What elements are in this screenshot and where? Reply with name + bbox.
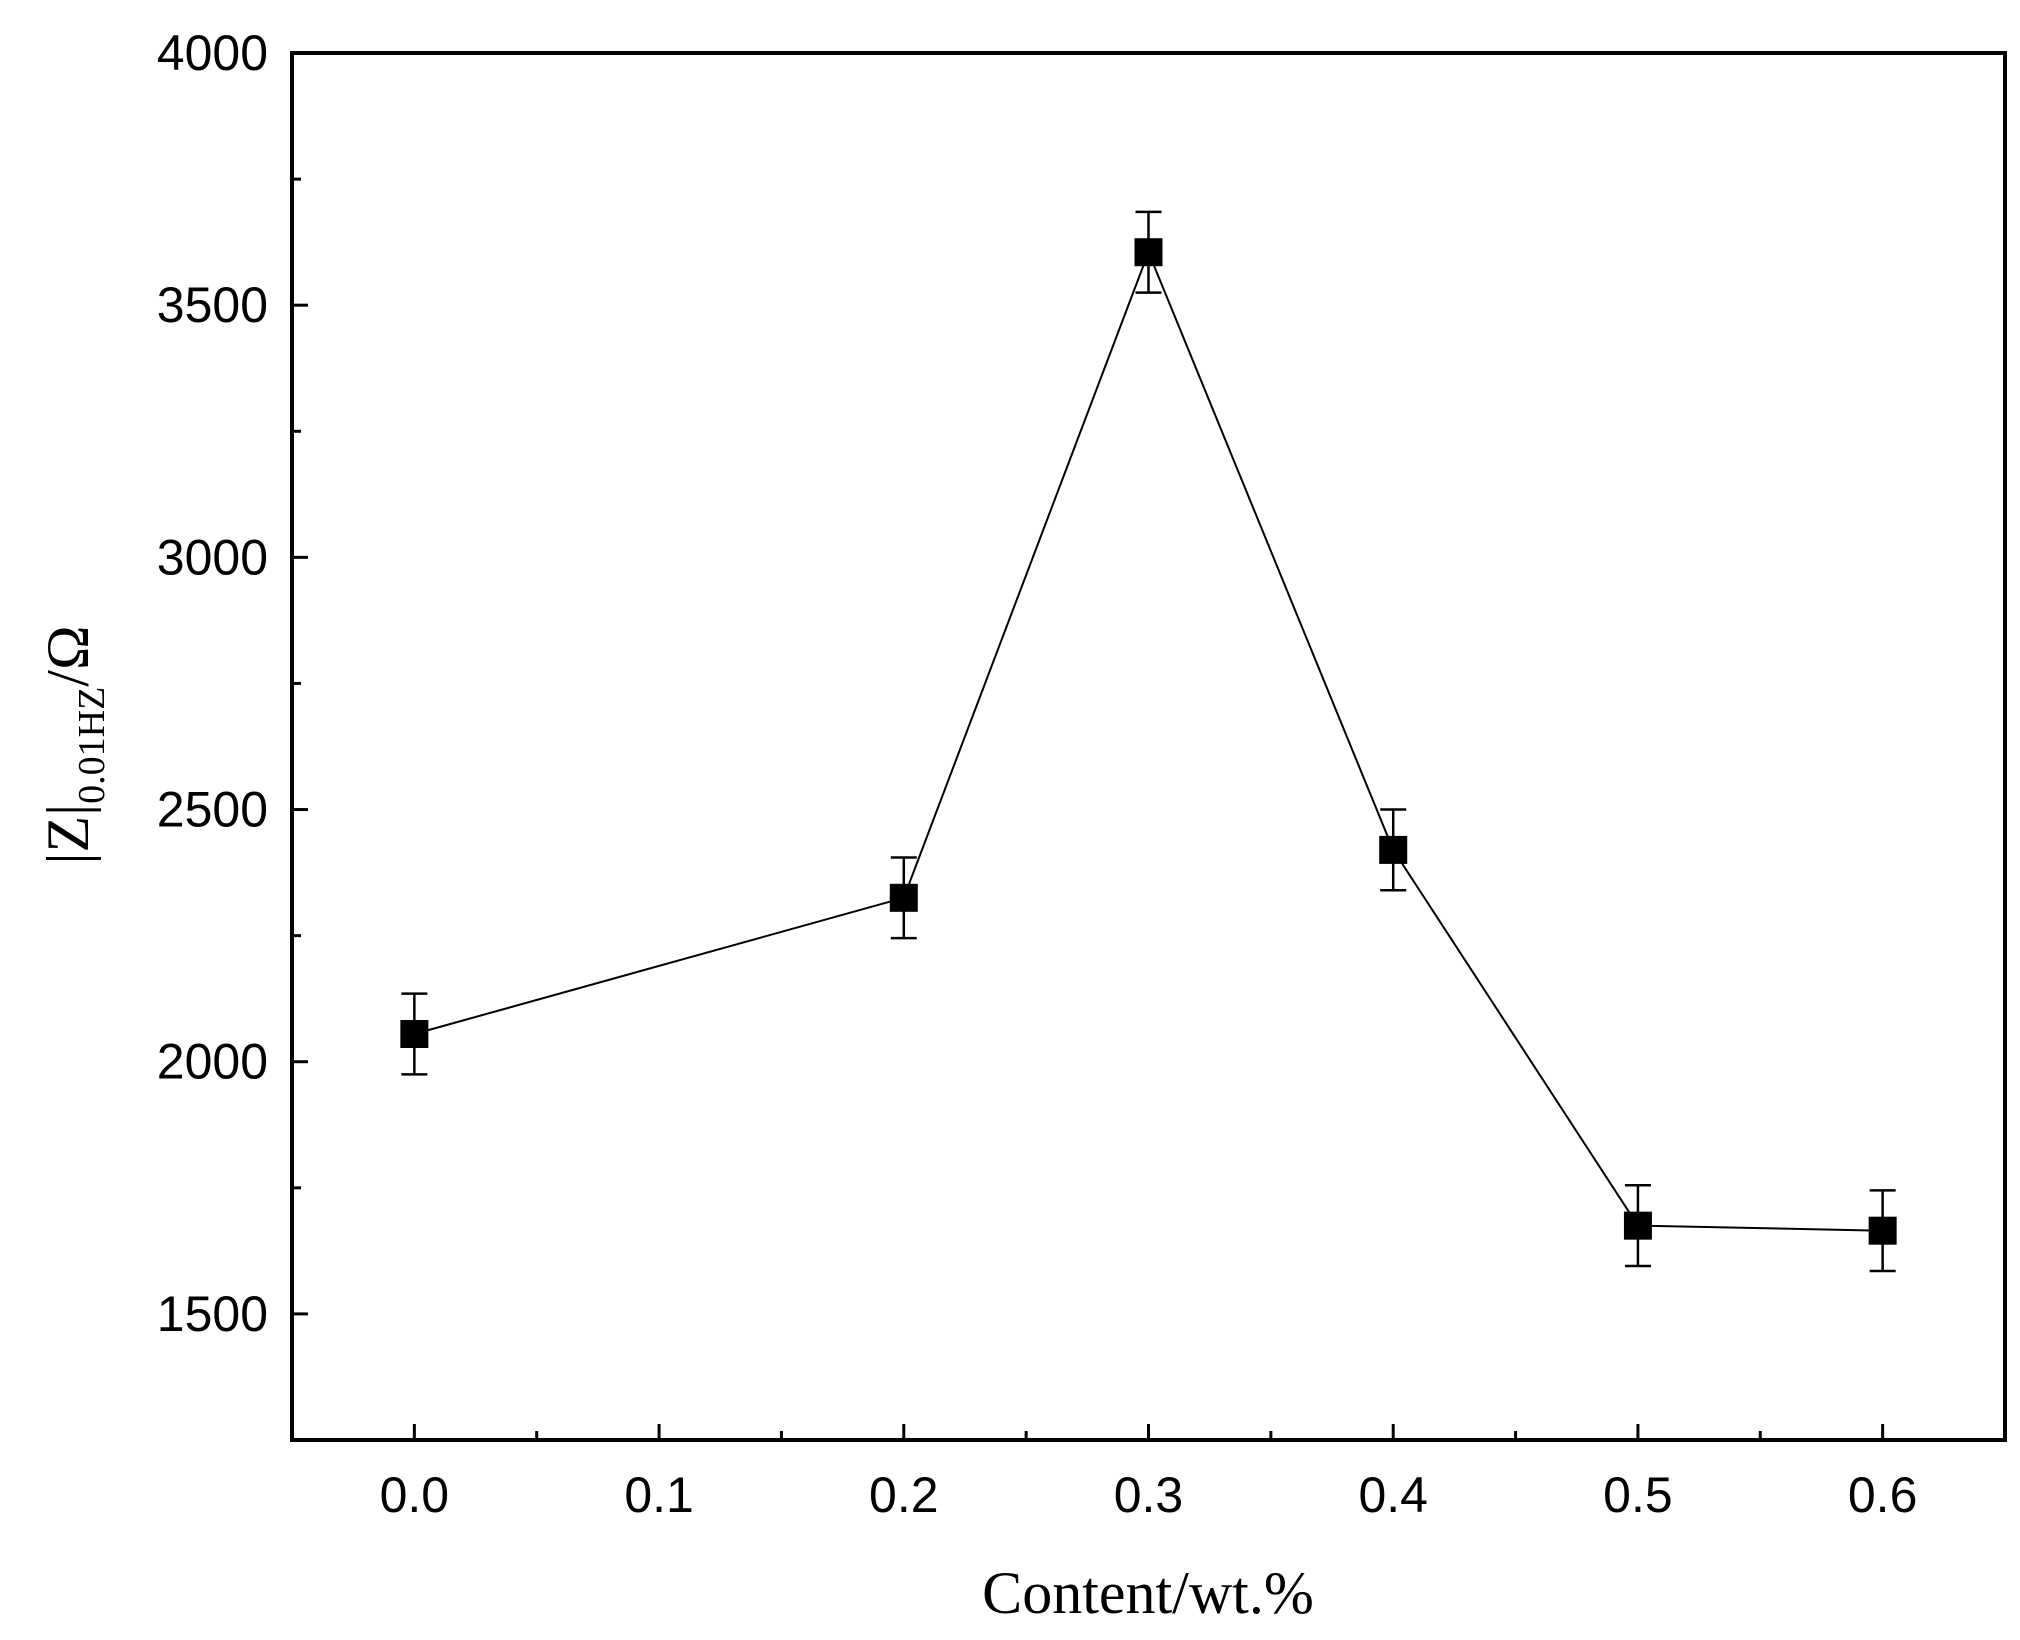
data-point-marker [400, 1019, 429, 1048]
data-point-marker [889, 883, 918, 912]
data-point-marker [1379, 835, 1408, 864]
series-line [414, 249, 1883, 1232]
series-layer [400, 210, 1897, 1273]
x-axis-tick-labels: 0.0 0.1 0.2 0.3 0.4 0.5 0.6 [380, 1467, 1918, 1523]
x-tick-label: 0.6 [1848, 1467, 1918, 1523]
x-axis-ticks [412, 1424, 1885, 1440]
y-tick-label: 2000 [157, 1034, 268, 1090]
y-axis-tick-labels: 1500 2000 2500 3000 3500 4000 [157, 25, 268, 1342]
y-tick-label: 3000 [157, 529, 268, 585]
y-axis-title-unit: /Ω [35, 625, 101, 686]
data-point-marker [1134, 238, 1163, 267]
x-tick-label: 0.4 [1358, 1467, 1428, 1523]
y-axis-title-subscript: 0.01HZ [71, 687, 113, 804]
y-tick-label: 1500 [157, 1286, 268, 1342]
x-tick-label: 0.1 [624, 1467, 694, 1523]
y-tick-label: 4000 [157, 25, 268, 81]
y-tick-label: 3500 [157, 277, 268, 333]
data-point-marker [1623, 1211, 1652, 1240]
y-tick-label: 2500 [157, 782, 268, 838]
data-point-marker [1868, 1216, 1897, 1245]
y-axis-ticks [292, 51, 308, 1442]
x-tick-label: 0.2 [869, 1467, 939, 1523]
y-axis-title-main: |Z| [35, 804, 101, 865]
x-tick-label: 0.5 [1603, 1467, 1673, 1523]
x-tick-label: 0.3 [1114, 1467, 1184, 1523]
x-tick-label: 0.0 [380, 1467, 450, 1523]
x-axis-title: Content/wt.% [982, 1560, 1314, 1626]
y-axis-title-group: |Z|0.01HZ/Ω [35, 625, 113, 864]
y-axis-title: |Z|0.01HZ/Ω [35, 625, 113, 864]
